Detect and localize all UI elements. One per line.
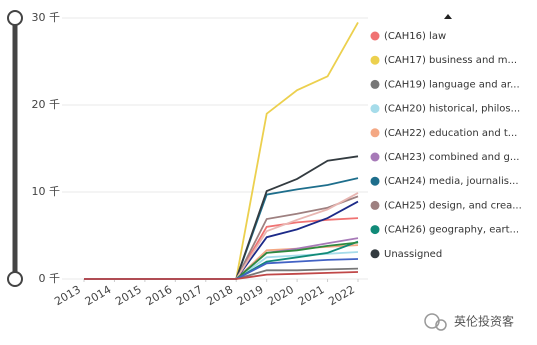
- legend-swatch[interactable]: [370, 225, 380, 235]
- range-slider-handle[interactable]: [7, 271, 23, 287]
- x-tick-label: 2018: [204, 283, 235, 308]
- legend-label[interactable]: (CAH26) geography, eart...: [384, 225, 519, 236]
- legend-label[interactable]: (CAH17) business and m...: [384, 55, 517, 66]
- legend-label[interactable]: (CAH25) design, and crea...: [384, 200, 522, 211]
- legend-swatch[interactable]: [370, 200, 380, 210]
- series-line: [84, 192, 359, 280]
- x-tick-label: 2015: [113, 283, 144, 308]
- legend-swatch[interactable]: [370, 249, 380, 259]
- y-tick-label: 30 千: [32, 11, 61, 24]
- legend-swatch[interactable]: [370, 104, 380, 114]
- y-tick-label: 20 千: [32, 98, 61, 111]
- legend-label[interactable]: (CAH23) combined and g...: [384, 152, 519, 163]
- series-line: [84, 251, 359, 280]
- legend-swatch[interactable]: [370, 128, 380, 138]
- series-line: [84, 271, 359, 280]
- legend-scroll-up[interactable]: [444, 14, 452, 19]
- x-tick-label: 2017: [174, 283, 205, 308]
- x-tick-label: 2014: [83, 283, 114, 308]
- legend-swatch[interactable]: [370, 176, 380, 186]
- legend-label[interactable]: (CAH20) historical, philos...: [384, 104, 520, 115]
- x-tick-label: 2016: [144, 283, 175, 308]
- watermark-text: 英伦投资客: [454, 314, 514, 329]
- legend-swatch[interactable]: [370, 152, 380, 162]
- y-tick-label: 10 千: [32, 185, 61, 198]
- range-slider-handle[interactable]: [7, 10, 23, 26]
- legend-label[interactable]: (CAH16) law: [384, 31, 446, 42]
- x-tick-label: 2021: [296, 283, 327, 308]
- legend-label[interactable]: Unassigned: [384, 249, 442, 260]
- legend-swatch[interactable]: [370, 79, 380, 89]
- legend-swatch[interactable]: [370, 31, 380, 41]
- series-line: [84, 21, 359, 280]
- x-tick-label: 2020: [265, 283, 296, 308]
- x-tick-label: 2013: [52, 283, 83, 308]
- legend-label[interactable]: (CAH22) education and t...: [384, 128, 517, 139]
- legend-swatch[interactable]: [370, 55, 380, 65]
- x-tick-label: 2019: [235, 283, 266, 308]
- legend: (CAH16) law (CAH17) business and m... (CAH…: [370, 31, 522, 260]
- series-line: [84, 195, 359, 280]
- legend-label[interactable]: (CAH19) language and ar...: [384, 79, 520, 90]
- watermark: 英伦投资客: [424, 313, 514, 331]
- series-line: [84, 177, 359, 280]
- y-tick-label: 0 千: [39, 272, 61, 285]
- legend-label[interactable]: (CAH24) media, journalis...: [384, 176, 519, 187]
- x-tick-label: 2022: [326, 283, 357, 308]
